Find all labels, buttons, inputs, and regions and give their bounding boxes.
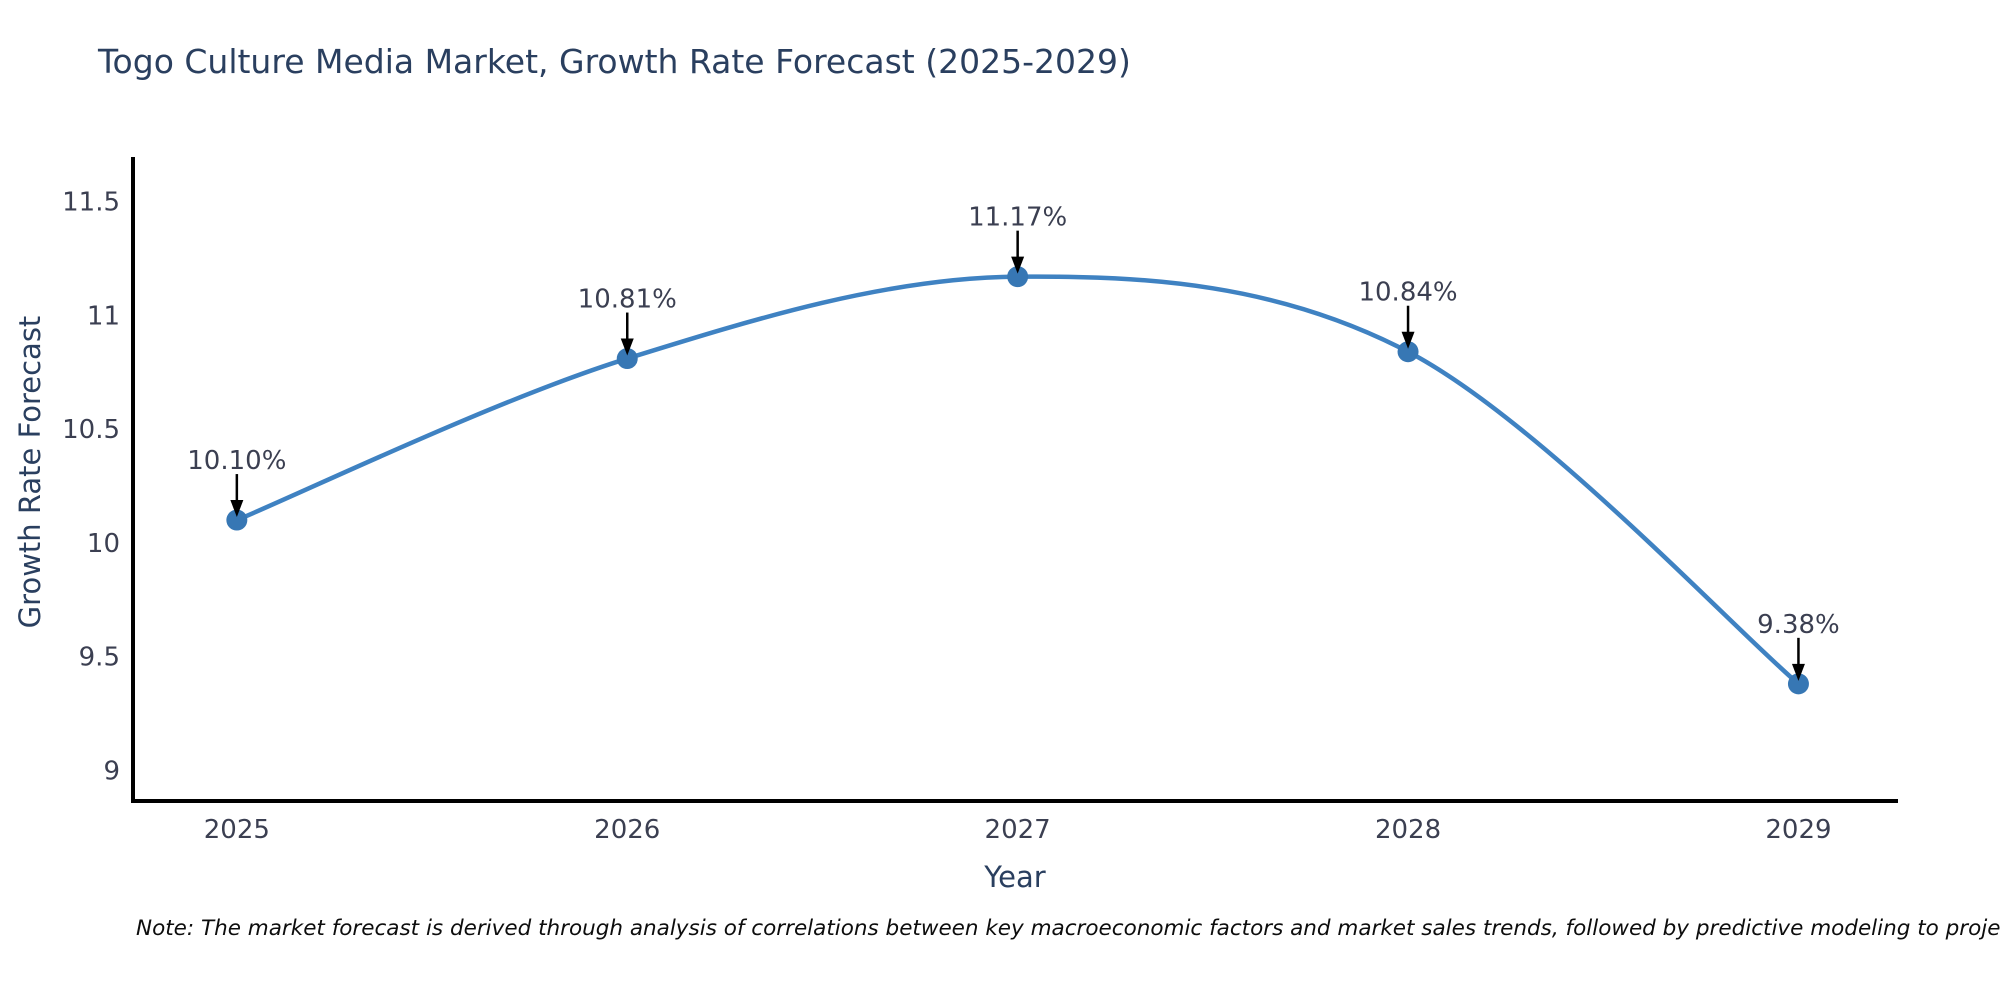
x-tick-label: 2028 [1375,815,1441,845]
x-tick-label: 2025 [204,815,270,845]
data-point-2027[interactable] [1007,266,1029,288]
point-value-label: 9.38% [1757,610,1840,640]
y-tick-label: 11 [87,301,120,331]
point-value-label: 10.84% [1358,278,1457,308]
data-point-2025[interactable] [226,509,248,531]
point-value-label: 10.81% [578,285,677,315]
y-tick-label: 10.5 [62,415,120,445]
x-axis-title: Year [984,860,1046,894]
x-tick-label: 2027 [985,815,1051,845]
y-tick-label: 9.5 [79,643,120,673]
annotation-arrowhead-icon [230,500,244,518]
data-point-2029[interactable] [1787,673,1809,695]
data-point-2028[interactable] [1397,341,1419,363]
footnote: Note: The market forecast is derived thr… [136,916,2000,941]
data-point-2026[interactable] [616,348,638,370]
annotation-arrowhead-icon [620,338,634,356]
axis-lines [131,157,1898,803]
annotation-arrowhead-icon [1011,256,1025,274]
x-tick-label: 2029 [1765,815,1831,845]
x-tick-label: 2026 [594,815,660,845]
y-tick-label: 9 [103,756,120,786]
forecast-line [234,274,1801,687]
point-value-label: 10.10% [187,446,286,476]
y-tick-label: 11.5 [62,188,120,218]
chart-title: Togo Culture Media Market, Growth Rate F… [98,42,1131,81]
point-value-label: 11.17% [968,203,1067,233]
annotation-arrowhead-icon [1791,663,1805,681]
annotation-arrowhead-icon [1401,331,1415,349]
y-tick-label: 10 [87,529,120,559]
